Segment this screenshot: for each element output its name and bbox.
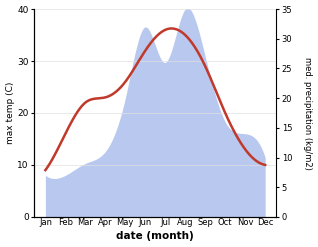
X-axis label: date (month): date (month) <box>116 231 194 242</box>
Y-axis label: max temp (C): max temp (C) <box>5 82 15 144</box>
Y-axis label: med. precipitation (kg/m2): med. precipitation (kg/m2) <box>303 57 313 169</box>
